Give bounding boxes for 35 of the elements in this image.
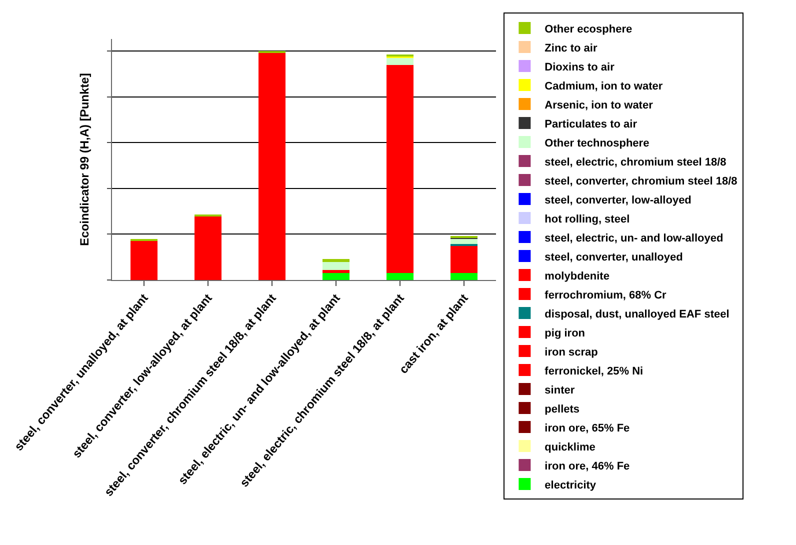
- legend-label: Cadmium, ion to water: [544, 80, 664, 92]
- legend-label: hot rolling, steel: [544, 213, 630, 226]
- legend-label: molybdenite: [544, 270, 610, 282]
- bar: [322, 272, 350, 280]
- legend-label: Zinc to air: [544, 42, 598, 54]
- legend-label: steel, converter, chromium steel 18/8: [544, 175, 738, 188]
- legend-label: steel, converter, unalloyed: [544, 251, 683, 264]
- legend-label: pig iron: [544, 327, 586, 340]
- legend-label: electricity: [544, 479, 597, 492]
- y-axis-title: Ecoindicator 99 (H,A) [Punkte]: [77, 73, 92, 246]
- legend-label: iron ore, 46% Fe: [544, 460, 630, 472]
- bar: [450, 246, 478, 272]
- bar: [450, 238, 478, 244]
- legend-label: Particulates to air: [544, 118, 638, 130]
- legend-label: quicklime: [544, 441, 596, 454]
- legend-label: iron ore, 65% Fe: [544, 422, 630, 434]
- bar: [130, 240, 158, 276]
- legend-label: ferronickel, 25% Ni: [544, 365, 644, 378]
- legend-label: Other ecosphere: [544, 23, 632, 36]
- legend-label: Other technosphere: [544, 137, 650, 150]
- legend-label: Dioxins to air: [544, 61, 616, 74]
- legend-label: iron scrap: [544, 346, 598, 358]
- legend-label: disposal, dust, unalloyed EAF steel: [544, 308, 730, 320]
- legend-label: Arsenic, ion to water: [544, 99, 654, 112]
- legend-label: steel, electric, un- and low-alloyed: [544, 232, 724, 244]
- legend-label: steel, electric, chromium steel 18/8: [544, 156, 726, 168]
- legend-label: pellets: [544, 403, 580, 416]
- legend-label: ferrochromium, 68% Cr: [544, 289, 668, 302]
- legend-label: sinter: [544, 384, 576, 396]
- bar: [386, 272, 414, 280]
- bar: [322, 258, 350, 262]
- bar: [322, 262, 350, 270]
- legend-label: steel, converter, low-alloyed: [544, 194, 692, 206]
- bar: [450, 272, 478, 280]
- bar: [322, 270, 350, 273]
